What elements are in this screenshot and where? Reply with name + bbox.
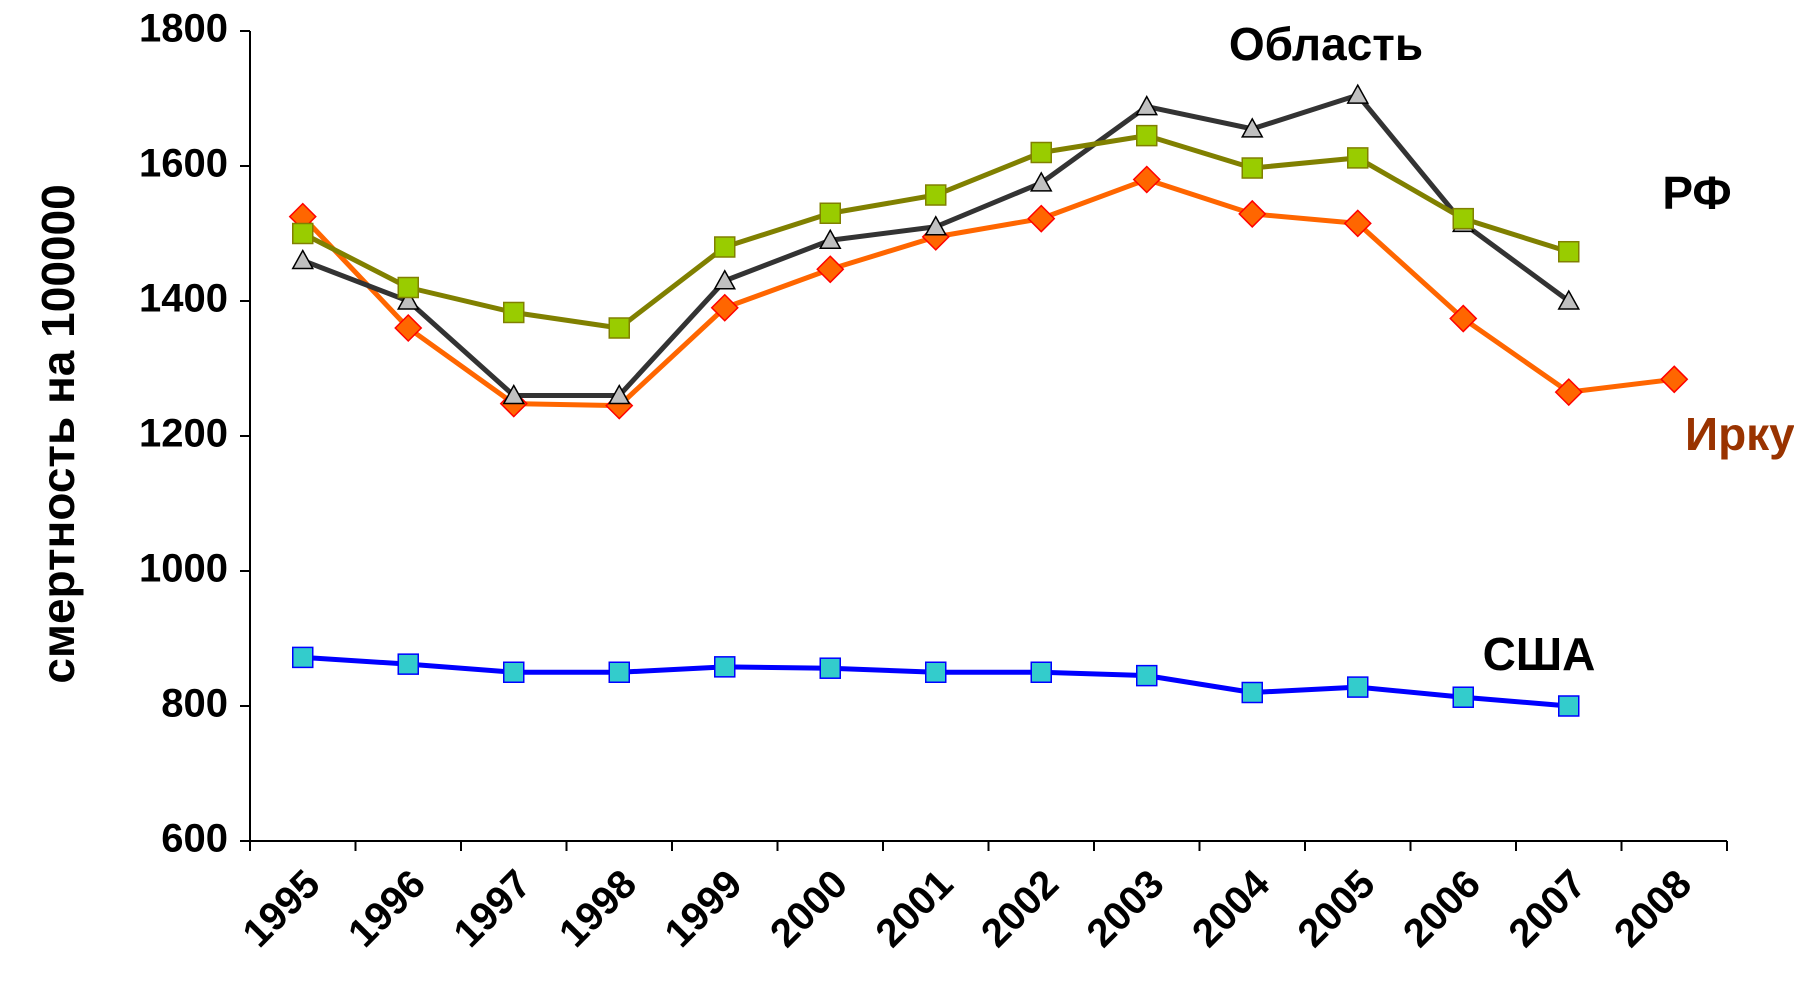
marker bbox=[1449, 304, 1478, 333]
series-label: Область bbox=[1229, 18, 1423, 70]
marker bbox=[1347, 676, 1369, 698]
x-tick-label: 2002 bbox=[973, 862, 1067, 956]
series-label: Иркутск bbox=[1685, 408, 1794, 460]
x-tick-label: 2001 bbox=[868, 862, 962, 956]
marker bbox=[292, 646, 314, 669]
y-tick-label: 1000 bbox=[139, 547, 228, 591]
marker bbox=[1135, 95, 1159, 116]
marker bbox=[1452, 686, 1474, 708]
marker bbox=[1029, 171, 1053, 192]
marker bbox=[713, 269, 737, 290]
series-line bbox=[300, 177, 1675, 409]
marker bbox=[503, 301, 525, 324]
marker bbox=[394, 313, 423, 343]
marker bbox=[714, 236, 736, 258]
marker bbox=[1554, 378, 1583, 407]
marker bbox=[396, 289, 420, 310]
marker bbox=[608, 661, 630, 683]
y-tick-label: 1400 bbox=[139, 277, 228, 321]
marker bbox=[1241, 681, 1263, 704]
y-tick-label: 800 bbox=[161, 682, 228, 726]
marker bbox=[1347, 147, 1369, 169]
x-tick-label: 1997 bbox=[446, 862, 540, 956]
x-tick-label: 1995 bbox=[235, 862, 329, 956]
marker bbox=[1030, 141, 1052, 164]
marker bbox=[1346, 83, 1370, 104]
marker bbox=[1343, 209, 1372, 238]
marker bbox=[1452, 207, 1474, 230]
x-tick-label: 2005 bbox=[1290, 862, 1384, 956]
marker bbox=[816, 255, 845, 284]
marker bbox=[710, 293, 739, 322]
y-tick-label: 600 bbox=[161, 817, 228, 861]
marker bbox=[1660, 365, 1689, 394]
marker bbox=[1241, 157, 1263, 179]
y-tick-label: 1800 bbox=[139, 7, 228, 51]
x-tick-label: 2000 bbox=[762, 862, 856, 956]
y-tick-label: 1600 bbox=[139, 142, 228, 186]
marker bbox=[1240, 117, 1264, 138]
marker bbox=[1132, 165, 1161, 194]
marker bbox=[925, 184, 947, 206]
series-label: РФ bbox=[1662, 167, 1731, 219]
y-tick-label: 1200 bbox=[139, 412, 228, 456]
x-tick-label: 1998 bbox=[551, 862, 645, 956]
marker bbox=[503, 661, 525, 683]
y-axis-title: смертность на 100000 bbox=[32, 184, 84, 683]
marker bbox=[607, 383, 631, 405]
marker bbox=[1558, 240, 1580, 263]
marker bbox=[1030, 661, 1052, 683]
x-tick-label: 2003 bbox=[1079, 862, 1173, 956]
marker bbox=[1238, 199, 1267, 228]
marker bbox=[819, 202, 841, 224]
x-tick-label: 2006 bbox=[1395, 862, 1489, 956]
marker bbox=[818, 228, 842, 249]
x-tick-label: 1999 bbox=[657, 862, 751, 956]
marker bbox=[292, 222, 314, 245]
marker bbox=[924, 215, 948, 236]
marker bbox=[291, 248, 315, 270]
marker bbox=[819, 657, 841, 679]
x-tick-label: 2008 bbox=[1606, 862, 1700, 956]
marker bbox=[1558, 695, 1580, 717]
marker bbox=[1136, 124, 1158, 147]
marker bbox=[502, 383, 526, 405]
marker bbox=[397, 276, 419, 299]
marker bbox=[608, 317, 630, 339]
x-tick-label: 1996 bbox=[340, 862, 434, 956]
marker bbox=[1027, 204, 1056, 233]
marker bbox=[714, 656, 736, 678]
x-tick-label: 2004 bbox=[1184, 861, 1279, 956]
marker bbox=[1557, 289, 1581, 310]
marker bbox=[925, 661, 947, 683]
marker bbox=[1136, 664, 1158, 687]
series-label: США bbox=[1483, 628, 1596, 680]
x-tick-label: 2007 bbox=[1501, 862, 1595, 956]
marker bbox=[397, 653, 419, 675]
